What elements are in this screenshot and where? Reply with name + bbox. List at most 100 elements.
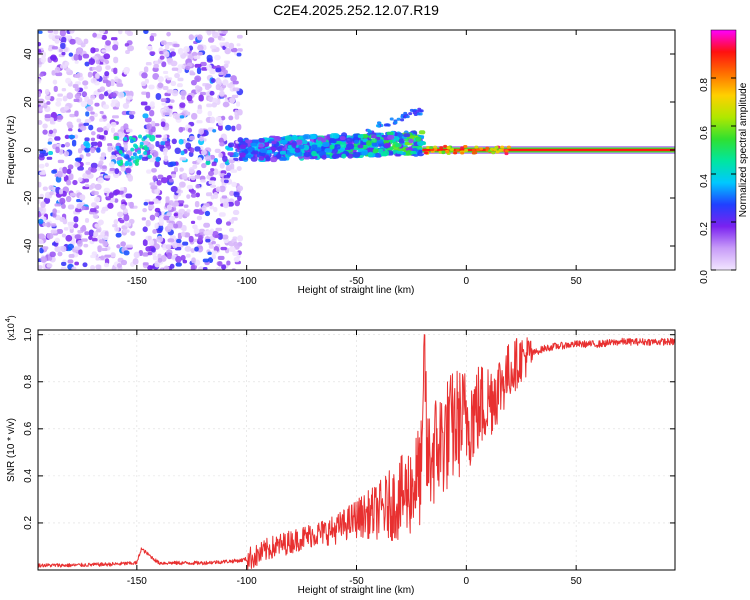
noise-cell [38,41,42,47]
noise-cell [191,112,198,120]
signal-cell [322,141,330,147]
noise-cell [170,80,177,86]
noise-cell [166,212,173,217]
noise-cell [194,246,199,252]
signal-cell [371,134,377,139]
noise-cell [43,102,48,109]
noise-cell [90,167,97,173]
signal-cell [405,115,410,119]
noise-cell [200,179,206,183]
line-plot-y-tick-label: 0.8 [23,374,34,388]
signal-cell [291,142,297,148]
line-plot-gridlines [38,330,675,570]
noise-cell [89,208,97,213]
noise-cell [74,110,79,117]
noise-cell [40,56,47,63]
noise-cell [57,159,65,164]
noise-cell [38,106,43,112]
noise-cell [90,254,96,259]
signal-cell [396,150,404,154]
noise-cell [84,183,90,188]
noise-cell [97,177,104,184]
noise-cell [232,209,240,216]
noise-cell [201,205,207,212]
noise-cell [178,126,184,133]
noise-cell [74,60,79,64]
noise-cell [144,105,151,111]
noise-cell [47,141,53,145]
signal-cell [258,143,264,148]
noise-cell [193,55,201,60]
noise-cell [217,232,223,240]
noise-cell [236,52,242,57]
noise-cell [51,169,57,174]
noise-cell [201,162,207,169]
noise-cell [222,101,230,108]
noise-cell [206,54,213,62]
line-plot-y-tick-label: 0.4 [23,468,34,482]
noise-cell [234,200,241,207]
noise-cell [149,265,155,269]
noise-cell [223,179,229,184]
noise-cell [95,65,102,73]
signal-cell [387,134,395,140]
noise-cell [84,147,91,153]
noise-cell [218,152,223,158]
noise-cell [85,170,91,175]
noise-cell [147,143,155,151]
noise-cell [90,141,98,146]
noise-cell [169,216,176,221]
noise-cell [110,122,117,127]
noise-cell [194,174,201,179]
colorbar-label: Normalized spectral amplitude [738,82,749,217]
noise-cell [123,250,130,256]
noise-cell [214,54,221,61]
noise-cell [177,202,184,207]
noise-cell [163,105,169,111]
noise-cell [54,35,61,39]
signal-cell [366,140,372,146]
noise-cell [160,121,166,128]
noise-cell [88,124,94,131]
noise-cell [60,266,67,270]
signal-cell [113,136,118,141]
signal-cell [317,136,324,141]
noise-cell [226,147,234,151]
noise-cell [98,234,104,239]
noise-cell [154,187,161,195]
noise-cell [111,115,119,119]
signal-cell [291,134,298,141]
svg-text:(x104): (x104) [5,315,16,340]
noise-cell [42,246,49,250]
noise-cell [181,224,187,232]
noise-cell [54,66,61,74]
noise-cell [71,139,77,147]
noise-cell [122,102,130,109]
noise-cell [191,257,196,264]
noise-cell [56,97,63,102]
noise-cell [160,98,167,102]
noise-cell [90,111,95,115]
signal-cell [270,156,278,163]
noise-cell [130,231,136,236]
noise-cell [107,143,113,147]
tone-cell [460,146,465,150]
heatmap-y-tick-label: -20 [23,190,34,205]
noise-cell [72,179,78,186]
y-multiplier-base: (x10 [6,323,16,341]
heatmap-x-tick-label: 50 [571,276,583,287]
noise-cell [211,162,217,167]
heatmap-y-tick-label: 0 [23,147,34,153]
noise-cell [161,61,167,68]
noise-cell [42,186,48,191]
noise-cell [186,184,194,190]
signal-cell [332,133,340,139]
colorbar-tick-label: 0.4 [699,174,710,188]
noise-cell [54,237,61,243]
noise-cell [233,256,240,263]
noise-cell [152,229,158,234]
noise-cell [60,143,66,148]
noise-cell [111,266,117,270]
signal-cell [340,143,348,148]
noise-cell [101,34,107,40]
